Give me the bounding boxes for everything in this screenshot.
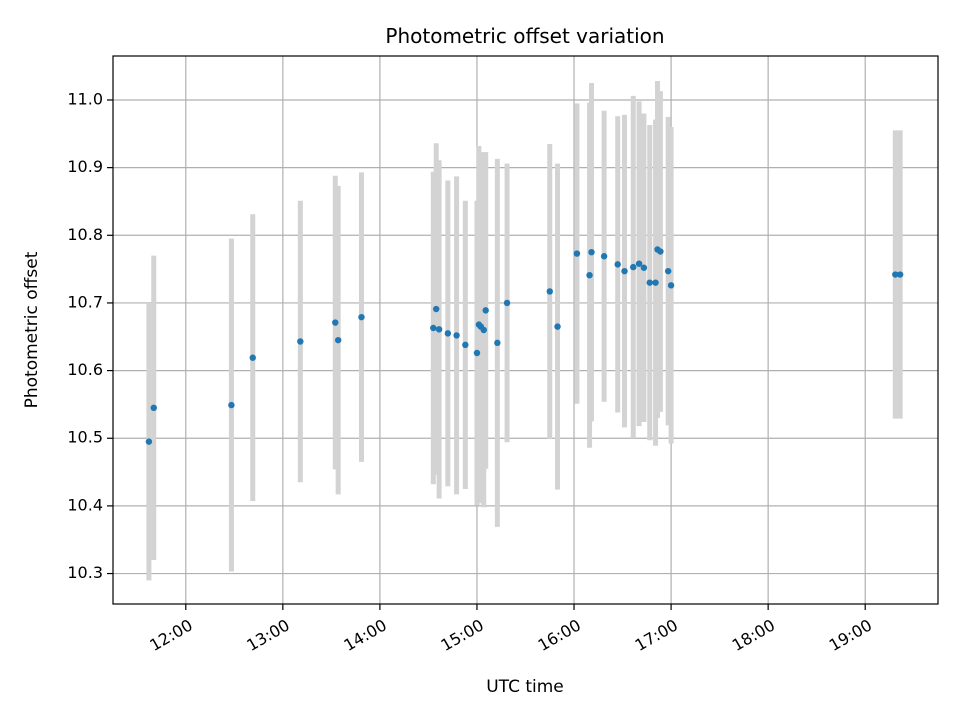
data-point (332, 319, 339, 326)
data-point (473, 349, 481, 357)
data-point (503, 299, 511, 307)
data-point (892, 271, 899, 278)
data-point (640, 264, 648, 271)
y-tick-label: 10.8 (67, 225, 103, 244)
data-point (334, 336, 342, 344)
y-axis-title: Photometric offset (22, 251, 42, 408)
data-point (150, 404, 157, 412)
y-tick-label: 10.7 (67, 292, 103, 311)
data-point (358, 313, 365, 321)
data-point (652, 279, 659, 286)
data-point (228, 401, 235, 409)
y-axis: 10.3 10.4 10.5 10.6 10.7 10.8 10.9 11.0 (67, 89, 113, 582)
data-point (480, 326, 487, 334)
data-point (896, 271, 904, 278)
y-tick-label: 11.0 (67, 89, 103, 108)
data-point (635, 260, 643, 267)
data-point (482, 307, 489, 314)
data-point (646, 279, 653, 286)
data-point (249, 354, 256, 361)
data-point (667, 282, 675, 289)
data-point (630, 263, 637, 271)
data-point (546, 288, 553, 295)
data-points (145, 246, 904, 445)
data-point (453, 332, 460, 339)
y-tick-label: 10.9 (67, 157, 103, 176)
data-point (657, 248, 664, 255)
y-tick-label: 10.4 (67, 495, 103, 514)
data-point (297, 338, 304, 345)
data-point (586, 272, 593, 279)
y-tick-label: 10.6 (67, 360, 103, 379)
y-tick-label: 10.5 (67, 428, 103, 447)
data-point (573, 250, 581, 257)
data-point (494, 339, 501, 347)
data-point (444, 330, 452, 337)
data-point (554, 323, 561, 330)
y-tick-label: 10.3 (67, 563, 103, 582)
data-point (435, 326, 443, 333)
data-point (600, 253, 608, 260)
data-point (588, 248, 595, 256)
data-point (430, 324, 437, 332)
data-point (664, 267, 672, 275)
plot-frame (112, 55, 939, 605)
grid (113, 56, 938, 604)
data-point (462, 341, 469, 349)
chart-title: Photometric offset variation (385, 24, 664, 48)
x-axis-title: UTC time (486, 677, 564, 697)
data-point (433, 305, 440, 313)
data-point (621, 267, 628, 275)
data-point (614, 261, 621, 268)
data-point (145, 438, 153, 445)
